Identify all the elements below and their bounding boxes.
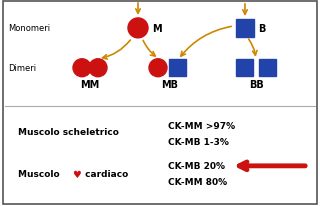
Text: M: M xyxy=(152,24,162,34)
Text: Dimeri: Dimeri xyxy=(8,64,36,73)
FancyBboxPatch shape xyxy=(169,60,186,76)
Text: B: B xyxy=(258,24,265,34)
Text: CK-MB 20%: CK-MB 20% xyxy=(168,162,225,171)
Text: Muscolo: Muscolo xyxy=(18,170,63,179)
FancyBboxPatch shape xyxy=(236,20,254,38)
Text: Muscolo scheletrico: Muscolo scheletrico xyxy=(18,128,119,137)
Text: MB: MB xyxy=(162,79,179,89)
Circle shape xyxy=(89,60,107,77)
Circle shape xyxy=(149,60,167,77)
Text: MM: MM xyxy=(80,79,100,89)
Text: cardiaco: cardiaco xyxy=(82,170,128,179)
Text: ♥: ♥ xyxy=(72,169,81,179)
Text: BB: BB xyxy=(249,79,263,89)
Circle shape xyxy=(128,19,148,39)
Text: Monomeri: Monomeri xyxy=(8,24,50,33)
Text: CK-MM >97%: CK-MM >97% xyxy=(168,122,235,131)
Circle shape xyxy=(73,60,91,77)
Text: CK-MB 1-3%: CK-MB 1-3% xyxy=(168,138,229,146)
FancyBboxPatch shape xyxy=(236,60,253,76)
Text: CK-MM 80%: CK-MM 80% xyxy=(168,178,227,186)
FancyBboxPatch shape xyxy=(259,60,276,76)
